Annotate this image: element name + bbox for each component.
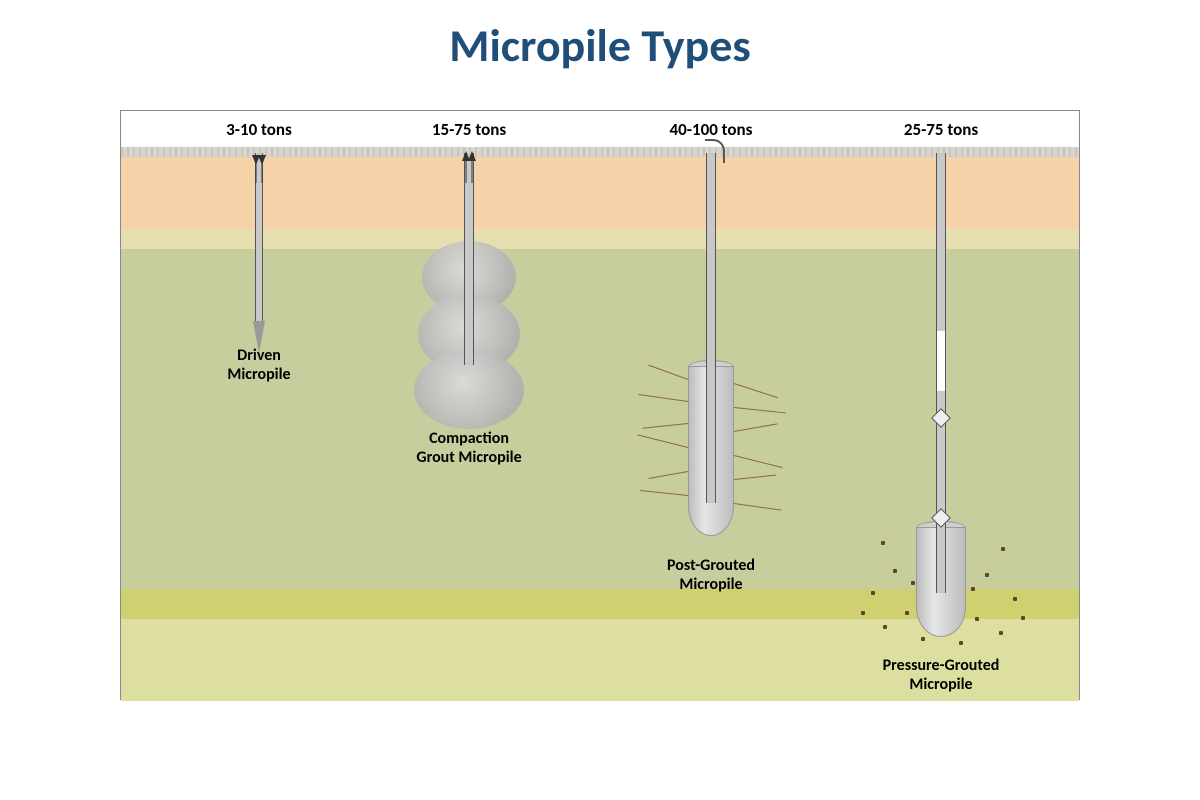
- pressure-particle-12: [861, 611, 865, 615]
- pressure-particle-13: [1021, 616, 1025, 620]
- pressure-label: Pressure-GroutedMicropile: [851, 656, 1031, 694]
- page-title: Micropile Types: [0, 0, 1200, 74]
- pressure-pipe-white-seg: [937, 331, 945, 391]
- pressure-particle-4: [883, 625, 887, 629]
- compaction-arrow-shaft-1: [472, 159, 473, 183]
- postgrouted-hook-icon: [705, 139, 725, 163]
- pressure-particle-3: [905, 611, 909, 615]
- pressure-particle-9: [975, 617, 979, 621]
- pressure-particle-14: [911, 581, 915, 585]
- pressure-particle-10: [999, 631, 1003, 635]
- driven-arrow-shaft-1: [262, 159, 263, 183]
- compaction-capacity-label: 15-75 tons: [379, 119, 559, 140]
- driven-tip: [253, 321, 265, 353]
- driven-capacity-label: 3-10 tons: [169, 119, 349, 140]
- pressure-particle-6: [1001, 547, 1005, 551]
- pressure-particle-8: [1013, 597, 1017, 601]
- postgrouted-label: Post-GroutedMicropile: [621, 556, 801, 594]
- pressure-particle-2: [871, 591, 875, 595]
- pressure-particle-15: [971, 587, 975, 591]
- micropile-diagram: 3-10 tonsDrivenMicropile15-75 tonsCompac…: [120, 110, 1080, 700]
- compaction-label: CompactionGrout Micropile: [379, 429, 559, 467]
- compaction-arrow-shaft-0: [466, 159, 467, 183]
- postgrouted-capacity-label: 40-100 tons: [621, 119, 801, 140]
- pressure-capacity-label: 25-75 tons: [851, 119, 1031, 140]
- postgrouted-pipe: [706, 153, 716, 503]
- pressure-particle-0: [881, 541, 885, 545]
- pressure-particle-7: [985, 573, 989, 577]
- pressure-particle-1: [893, 569, 897, 573]
- pressure-particle-5: [921, 637, 925, 641]
- driven-arrow-shaft-0: [256, 159, 257, 183]
- compaction-pipe: [464, 153, 474, 365]
- pressure-particle-11: [959, 641, 963, 645]
